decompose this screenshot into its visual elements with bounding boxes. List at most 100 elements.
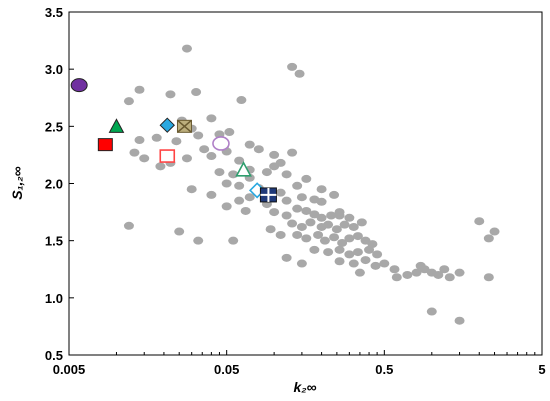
data-point (323, 220, 334, 229)
data-point (483, 234, 494, 243)
data-point (134, 136, 145, 145)
data-point (316, 213, 327, 222)
data-point (123, 221, 134, 230)
data-point (287, 148, 298, 157)
data-point (123, 97, 134, 106)
data-point (326, 211, 337, 220)
data-point (305, 218, 316, 227)
data-point (389, 265, 400, 274)
data-point (287, 219, 298, 228)
data-point (224, 128, 235, 137)
data-point (139, 154, 150, 163)
data-point (364, 245, 375, 254)
data-point (155, 162, 166, 171)
data-marks (70, 44, 500, 325)
y-tick-label: 3.5 (45, 5, 63, 20)
data-point (171, 137, 182, 146)
data-point (181, 44, 192, 53)
data-point (360, 256, 371, 265)
data-point (296, 193, 307, 202)
data-point (339, 220, 350, 229)
y-tick-label: 1.0 (45, 291, 63, 306)
data-point (234, 196, 245, 205)
data-point (193, 236, 204, 245)
data-point (402, 270, 413, 279)
data-point (309, 245, 320, 254)
data-point (214, 168, 225, 177)
data-point (474, 217, 485, 226)
x-tick-label: 0.005 (53, 362, 86, 377)
data-point (292, 230, 303, 239)
y-tick-label: 2.5 (45, 119, 63, 134)
data-point (439, 265, 450, 274)
data-point (331, 225, 342, 234)
data-point (444, 273, 455, 282)
x-tick-label: 0.5 (375, 362, 393, 377)
cross-square-marker (259, 187, 277, 203)
data-point (181, 154, 192, 163)
data-point (281, 211, 292, 220)
data-point (206, 152, 217, 161)
data-point (296, 222, 307, 231)
data-point (356, 218, 367, 227)
data-point (319, 236, 330, 245)
y-axis-label: S₁,₂∞ (9, 166, 25, 199)
x-tick-label: 5 (538, 362, 545, 377)
data-point (301, 174, 312, 183)
data-point (206, 114, 217, 123)
data-point (426, 307, 437, 316)
data-point (134, 85, 145, 94)
data-point (269, 162, 280, 171)
square-marker (97, 138, 113, 152)
data-point (454, 268, 465, 277)
y-tick-label: 3.0 (45, 62, 63, 77)
data-point (292, 204, 303, 213)
data-point (281, 170, 292, 179)
data-point (193, 131, 204, 140)
data-point (454, 316, 465, 325)
data-point (337, 238, 348, 247)
x-square-marker (176, 119, 192, 133)
data-point (244, 140, 255, 149)
data-point (352, 232, 363, 241)
square-marker (159, 149, 176, 163)
circle-marker (212, 136, 230, 151)
data-point (199, 145, 210, 154)
data-point (240, 206, 251, 215)
data-point (379, 259, 390, 268)
data-point (206, 190, 217, 199)
triangle-marker (108, 118, 125, 133)
data-point (281, 196, 292, 205)
data-point (329, 190, 340, 199)
data-point (174, 227, 185, 236)
data-point (236, 96, 247, 105)
data-point (344, 213, 355, 222)
data-point (186, 185, 197, 194)
data-point (221, 202, 232, 211)
data-point (313, 230, 324, 239)
data-point (411, 268, 422, 277)
axis-ticks (68, 11, 543, 356)
plot-frame (68, 11, 543, 356)
data-point (265, 225, 276, 234)
y-tick-label: 2.0 (45, 177, 63, 192)
data-point (281, 253, 292, 262)
data-point (269, 150, 280, 159)
data-point (292, 181, 303, 190)
data-point (261, 168, 272, 177)
data-point (301, 206, 312, 215)
data-point (129, 148, 140, 157)
triangle-marker (235, 161, 252, 177)
data-point (334, 245, 345, 254)
data-point (234, 181, 245, 190)
data-point (344, 234, 355, 243)
data-point (334, 211, 345, 220)
data-point (275, 188, 286, 197)
data-point (296, 259, 307, 268)
x-tick-label: 0.05 (214, 362, 239, 377)
data-point (275, 230, 286, 239)
data-point (483, 273, 494, 282)
data-point (391, 273, 402, 282)
data-point (323, 248, 334, 257)
